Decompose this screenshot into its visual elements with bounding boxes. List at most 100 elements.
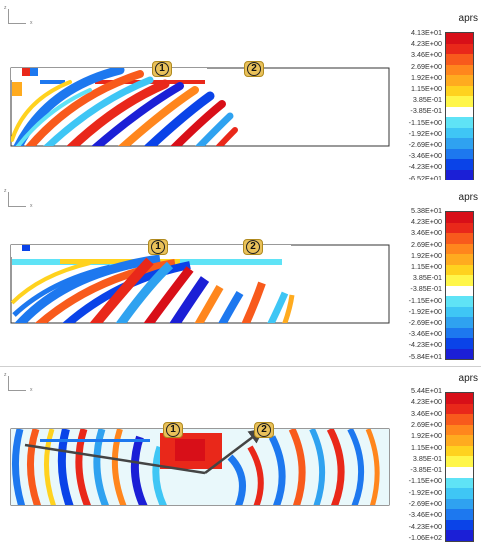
legend-tick-label: -2.69E+00 — [408, 140, 442, 149]
legend-color-swatch — [446, 85, 473, 96]
legend-tick-label: 1.92E+00 — [411, 431, 442, 441]
legend-tick-label: -1.15E+00 — [408, 476, 442, 486]
legend-tick-label: 1.15E+00 — [411, 442, 442, 452]
legend-color-swatch — [446, 348, 473, 359]
legend-tick-label: 5.44E+01 — [411, 386, 442, 395]
legend-color-swatch — [446, 169, 473, 180]
axis-triad: z x — [4, 5, 33, 26]
legend-tick-label: 5.38E+01 — [411, 206, 442, 215]
legend-color-swatch — [446, 327, 473, 338]
legend-color-swatch — [446, 509, 473, 520]
legend-tick-label: -5.84E+01 — [408, 351, 442, 361]
wave-field-plot — [10, 67, 390, 147]
legend-color-swatch — [446, 96, 473, 107]
receiver-marker-2: 2 — [254, 422, 274, 438]
legend-tick-label: -1.92E+00 — [408, 487, 442, 497]
legend-color-swatch — [446, 75, 473, 86]
legend-tick-label: -2.69E+00 — [408, 499, 442, 508]
legend-color-swatch — [446, 43, 473, 54]
legend-color-swatch — [446, 317, 473, 328]
legend-color-swatch — [446, 212, 473, 223]
color-legend — [445, 32, 474, 180]
legend-color-swatch — [446, 233, 473, 244]
legend-tick-label: -3.46E+00 — [408, 151, 442, 161]
legend-color-swatch — [446, 127, 473, 138]
legend-tick-label: 4.23E+00 — [411, 217, 442, 227]
legend-tick-label: -3.46E+00 — [408, 329, 442, 339]
legend-tick-label: -4.23E+00 — [408, 521, 442, 531]
axis-x-label: x — [30, 20, 33, 26]
legend-tick-label: -1.15E+00 — [408, 295, 442, 305]
legend-color-swatch — [446, 456, 473, 467]
legend-color-swatch — [446, 106, 473, 117]
legend-tick-label: 2.69E+00 — [411, 239, 442, 249]
receiver-marker-1: 1 — [148, 239, 168, 255]
legend-tick-label: -3.85E-01 — [410, 284, 442, 294]
ray-path-segment-2 — [204, 428, 264, 474]
receiver-marker-2: 2 — [244, 61, 264, 77]
legend-color-swatch — [446, 159, 473, 170]
legend-tick-label: 3.46E+00 — [411, 408, 442, 418]
legend-color-swatch — [446, 477, 473, 489]
wave-field-plot — [10, 244, 390, 324]
receiver-marker-2: 2 — [243, 239, 263, 255]
legend-tick-label: 3.85E-01 — [412, 273, 442, 283]
legend-title: aprs — [458, 373, 478, 384]
legend-tick-label: -1.92E+00 — [408, 128, 442, 138]
legend-tick-label: -3.85E-01 — [410, 465, 442, 475]
legend-tick-label: -1.06E+02 — [408, 532, 442, 542]
legend-tick-label: 3.85E-01 — [412, 453, 442, 463]
legend-color-swatch — [446, 519, 473, 531]
legend-color-swatch — [446, 393, 473, 404]
legend-color-swatch — [446, 530, 473, 541]
axis-triad: z x — [4, 188, 33, 209]
legend-title: aprs — [458, 13, 478, 24]
legend-color-swatch — [446, 64, 473, 75]
legend-tick-label: 1.92E+00 — [411, 250, 442, 260]
wave-pattern — [11, 68, 238, 146]
legend-color-swatch — [446, 498, 473, 510]
legend-color-swatch — [446, 338, 473, 349]
legend-color-swatch — [446, 424, 473, 436]
receiver-marker-1: 1 — [152, 61, 172, 77]
legend-tick-label: -3.85E-01 — [410, 106, 442, 116]
wave-pattern — [11, 429, 389, 505]
legend-color-swatch — [446, 254, 473, 265]
axis-z-label: z — [4, 5, 7, 11]
legend-color-swatch — [446, 466, 473, 478]
legend-color-swatch — [446, 54, 473, 65]
legend-tick-label: 2.69E+00 — [411, 419, 442, 429]
legend-tick-label: 2.69E+00 — [411, 61, 442, 71]
wave-field-plot — [10, 428, 390, 506]
contour-panel-2: z x — [0, 183, 481, 363]
legend-tick-label: -6.52E+01 — [408, 173, 442, 180]
contour-panel-3: z x — [0, 366, 481, 547]
legend-tick-label: 3.46E+00 — [411, 50, 442, 60]
receiver-marker-1: 1 — [163, 422, 183, 438]
legend-color-swatch — [446, 243, 473, 254]
legend-color-swatch — [446, 275, 473, 286]
legend-color-swatch — [446, 403, 473, 415]
color-legend — [445, 392, 474, 542]
legend-tick-label: 4.23E+00 — [411, 397, 442, 407]
legend-tick-label: 3.46E+00 — [411, 228, 442, 238]
legend-tick-label: 1.15E+00 — [411, 84, 442, 93]
legend-color-swatch — [446, 435, 473, 446]
legend-color-swatch — [446, 445, 473, 457]
legend-title: aprs — [458, 192, 478, 203]
legend-color-swatch — [446, 488, 473, 499]
axis-x-label: x — [30, 387, 33, 393]
legend-tick-label: 1.15E+00 — [411, 262, 442, 271]
legend-color-swatch — [446, 222, 473, 233]
legend-tick-label: -1.15E+00 — [408, 117, 442, 127]
legend-color-swatch — [446, 33, 473, 44]
legend-tick-label: -4.23E+00 — [408, 340, 442, 350]
legend-tick-label: 3.85E-01 — [412, 95, 442, 105]
axis-triad: z x — [4, 372, 33, 393]
legend-tick-label: 4.13E+01 — [411, 28, 442, 37]
legend-color-swatch — [446, 296, 473, 307]
legend-color-swatch — [446, 285, 473, 296]
legend-tick-label: 1.92E+00 — [411, 72, 442, 82]
legend-color-swatch — [446, 148, 473, 159]
axis-z-label: z — [4, 372, 7, 378]
